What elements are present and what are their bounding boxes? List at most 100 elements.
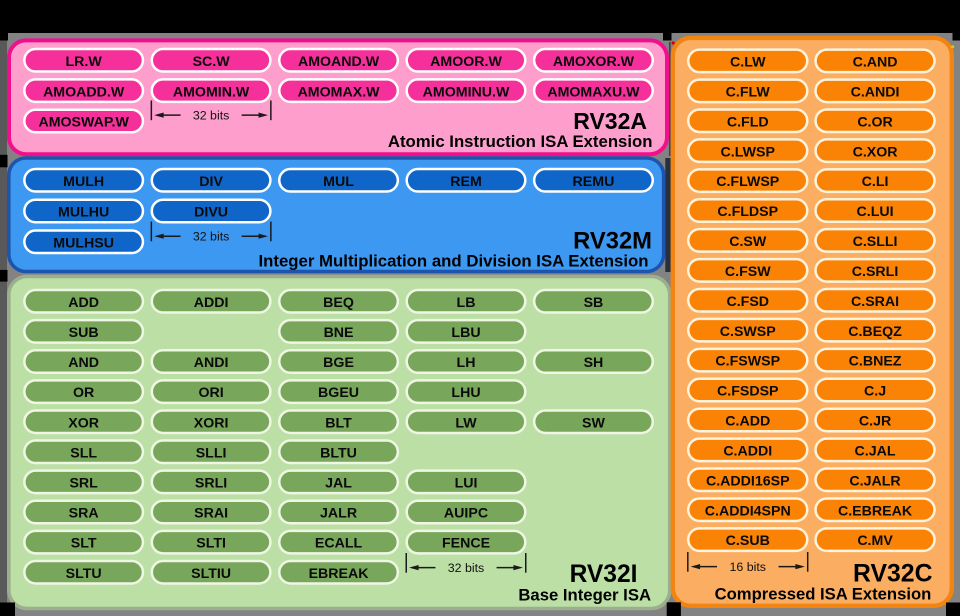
svg-text:C.ADDI16SP: C.ADDI16SP — [706, 473, 790, 489]
svg-text:OR: OR — [73, 385, 94, 401]
svg-text:LR.W: LR.W — [66, 54, 103, 70]
svg-text:32 bits: 32 bits — [448, 561, 485, 575]
svg-text:LBU: LBU — [451, 325, 480, 341]
svg-text:ECALL: ECALL — [315, 536, 363, 552]
svg-text:SRLI: SRLI — [195, 476, 227, 492]
svg-text:SLLI: SLLI — [196, 445, 227, 461]
svg-text:C.LI: C.LI — [862, 174, 889, 190]
svg-text:RV32C: RV32C — [853, 560, 933, 587]
svg-text:AMOOR.W: AMOOR.W — [430, 54, 502, 70]
svg-text:BEQ: BEQ — [323, 295, 354, 311]
svg-text:C.FLWSP: C.FLWSP — [716, 174, 779, 190]
svg-text:C.JR: C.JR — [859, 414, 891, 430]
svg-text:C.AND: C.AND — [853, 55, 898, 71]
svg-text:32 bits: 32 bits — [193, 230, 230, 244]
svg-text:BLTU: BLTU — [320, 445, 357, 461]
svg-text:BGEU: BGEU — [318, 385, 359, 401]
svg-text:MULH: MULH — [63, 174, 104, 190]
svg-text:REMU: REMU — [573, 174, 615, 190]
svg-text:C.J: C.J — [864, 384, 886, 400]
svg-text:C.OR: C.OR — [857, 114, 892, 130]
svg-text:SLTIU: SLTIU — [191, 566, 231, 582]
svg-text:RV32I: RV32I — [570, 561, 638, 588]
svg-text:LHU: LHU — [451, 385, 480, 401]
svg-text:LUI: LUI — [455, 476, 478, 492]
svg-text:C.LW: C.LW — [730, 55, 766, 71]
svg-text:C.ADD: C.ADD — [725, 414, 770, 430]
svg-text:SW: SW — [582, 415, 605, 431]
svg-text:MULHU: MULHU — [58, 205, 109, 221]
svg-text:RV32A: RV32A — [573, 108, 647, 134]
svg-text:C.LUI: C.LUI — [857, 204, 894, 220]
svg-text:C.JALR: C.JALR — [849, 473, 900, 489]
svg-text:SRA: SRA — [69, 506, 99, 522]
svg-text:AUIPC: AUIPC — [444, 506, 488, 522]
svg-text:C.FLDSP: C.FLDSP — [717, 204, 778, 220]
svg-text:SC.W: SC.W — [193, 54, 231, 70]
svg-text:AMOMINU.W: AMOMINU.W — [423, 84, 510, 100]
svg-text:SRAI: SRAI — [194, 506, 228, 522]
svg-text:AMOADD.W: AMOADD.W — [43, 84, 125, 100]
svg-text:MUL: MUL — [323, 174, 354, 190]
svg-text:C.BNEZ: C.BNEZ — [849, 354, 902, 370]
svg-text:DIV: DIV — [199, 174, 223, 190]
svg-text:JAL: JAL — [325, 476, 352, 492]
svg-text:C.SRAI: C.SRAI — [851, 294, 899, 310]
svg-text:AMOMIN.W: AMOMIN.W — [173, 84, 250, 100]
svg-text:C.ADDI4SPN: C.ADDI4SPN — [705, 503, 791, 519]
svg-text:LH: LH — [457, 355, 476, 371]
svg-text:16 bits: 16 bits — [729, 560, 766, 574]
svg-text:C.BEQZ: C.BEQZ — [848, 324, 902, 340]
svg-text:AMOXOR.W: AMOXOR.W — [553, 54, 635, 70]
svg-text:REM: REM — [450, 174, 482, 190]
svg-text:Integer Multiplication and Div: Integer Multiplication and Division ISA … — [258, 252, 648, 271]
svg-text:AMOSWAP.W: AMOSWAP.W — [38, 115, 129, 131]
svg-text:C.SLLI: C.SLLI — [853, 234, 898, 250]
svg-text:AMOMAXU.W: AMOMAXU.W — [547, 84, 640, 100]
svg-text:Base Integer ISA: Base Integer ISA — [518, 585, 651, 604]
svg-text:SLTU: SLTU — [66, 566, 102, 582]
svg-text:SB: SB — [584, 295, 604, 311]
svg-text:C.ANDI: C.ANDI — [851, 84, 900, 100]
svg-text:C.FSDSP: C.FSDSP — [717, 384, 779, 400]
svg-text:C.SWSP: C.SWSP — [720, 324, 776, 340]
svg-text:SRL: SRL — [69, 476, 98, 492]
svg-text:LW: LW — [455, 415, 477, 431]
svg-text:JALR: JALR — [320, 506, 357, 522]
svg-text:C.FLW: C.FLW — [726, 84, 771, 100]
svg-text:C.MV: C.MV — [857, 533, 893, 549]
svg-text:C.FSD: C.FSD — [726, 294, 769, 310]
svg-text:XOR: XOR — [68, 415, 99, 431]
svg-text:ANDI: ANDI — [194, 355, 229, 371]
svg-text:C.FSWSP: C.FSWSP — [715, 354, 780, 370]
svg-text:SLTI: SLTI — [196, 536, 226, 552]
svg-text:AMOMAX.W: AMOMAX.W — [298, 84, 381, 100]
svg-text:Compressed ISA Extension: Compressed ISA Extension — [715, 584, 932, 603]
svg-text:32 bits: 32 bits — [193, 109, 230, 123]
svg-text:C.FLD: C.FLD — [727, 114, 769, 130]
svg-text:BNE: BNE — [324, 325, 354, 341]
svg-text:LB: LB — [457, 295, 476, 311]
svg-text:SH: SH — [584, 355, 604, 371]
svg-text:EBREAK: EBREAK — [309, 566, 370, 582]
svg-text:C.XOR: C.XOR — [853, 144, 898, 160]
svg-text:C.LWSP: C.LWSP — [721, 144, 775, 160]
svg-text:AMOAND.W: AMOAND.W — [298, 54, 380, 70]
svg-text:ADD: ADD — [68, 295, 99, 311]
svg-text:Atomic Instruction ISA Extensi: Atomic Instruction ISA Extension — [388, 132, 653, 151]
svg-text:SLT: SLT — [71, 536, 97, 552]
svg-text:C.FSW: C.FSW — [725, 264, 771, 280]
svg-text:MULHSU: MULHSU — [53, 235, 114, 251]
svg-text:C.ADDI: C.ADDI — [723, 443, 772, 459]
svg-text:C.SUB: C.SUB — [726, 533, 770, 549]
svg-text:XORI: XORI — [194, 415, 229, 431]
svg-text:SUB: SUB — [69, 325, 99, 341]
svg-text:FENCE: FENCE — [442, 536, 490, 552]
svg-text:C.JAL: C.JAL — [855, 443, 896, 459]
svg-text:AND: AND — [68, 355, 99, 371]
svg-text:RV32M: RV32M — [573, 227, 652, 254]
svg-text:C.EBREAK: C.EBREAK — [838, 503, 913, 519]
svg-text:BGE: BGE — [323, 355, 354, 371]
svg-text:BLT: BLT — [325, 415, 352, 431]
svg-text:SLL: SLL — [70, 445, 97, 461]
